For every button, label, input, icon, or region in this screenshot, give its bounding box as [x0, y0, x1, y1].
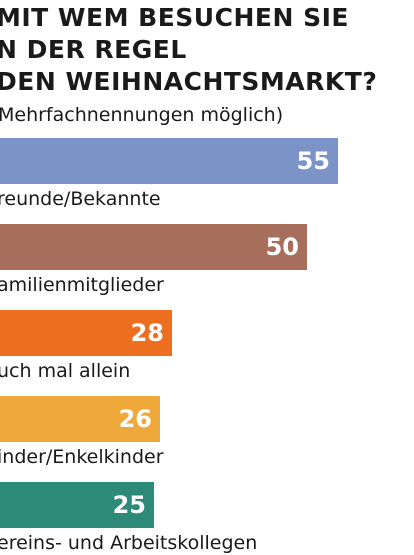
category-label: inder/Enkelkinder	[0, 446, 164, 468]
bar: 55	[0, 138, 338, 184]
bar: 26	[0, 396, 160, 442]
bar-value-label: 25	[112, 491, 146, 519]
chart-title-line-2: N DER REGEL	[0, 35, 187, 64]
chart-subtitle: Mehrfachnennungen möglich)	[0, 104, 284, 126]
bar: 50	[0, 224, 307, 270]
bar: 28	[0, 310, 172, 356]
bar-value-label: 28	[130, 319, 164, 347]
category-label: reunde/Bekannte	[0, 188, 161, 210]
bar-value-label: 50	[265, 233, 299, 261]
chart-title-line-1: MIT WEM BESUCHEN SIE	[0, 3, 349, 32]
bar: 25	[0, 482, 154, 528]
bar-value-label: 55	[296, 147, 330, 175]
bar-value-label: 26	[118, 405, 152, 433]
category-label: uch mal allein	[0, 360, 131, 382]
category-label: amilienmitglieder	[0, 274, 164, 296]
category-label: ereins- und Arbeitskollegen	[0, 532, 258, 554]
chart-title-line-3: DEN WEIHNACHTSMARKT?	[0, 67, 378, 96]
